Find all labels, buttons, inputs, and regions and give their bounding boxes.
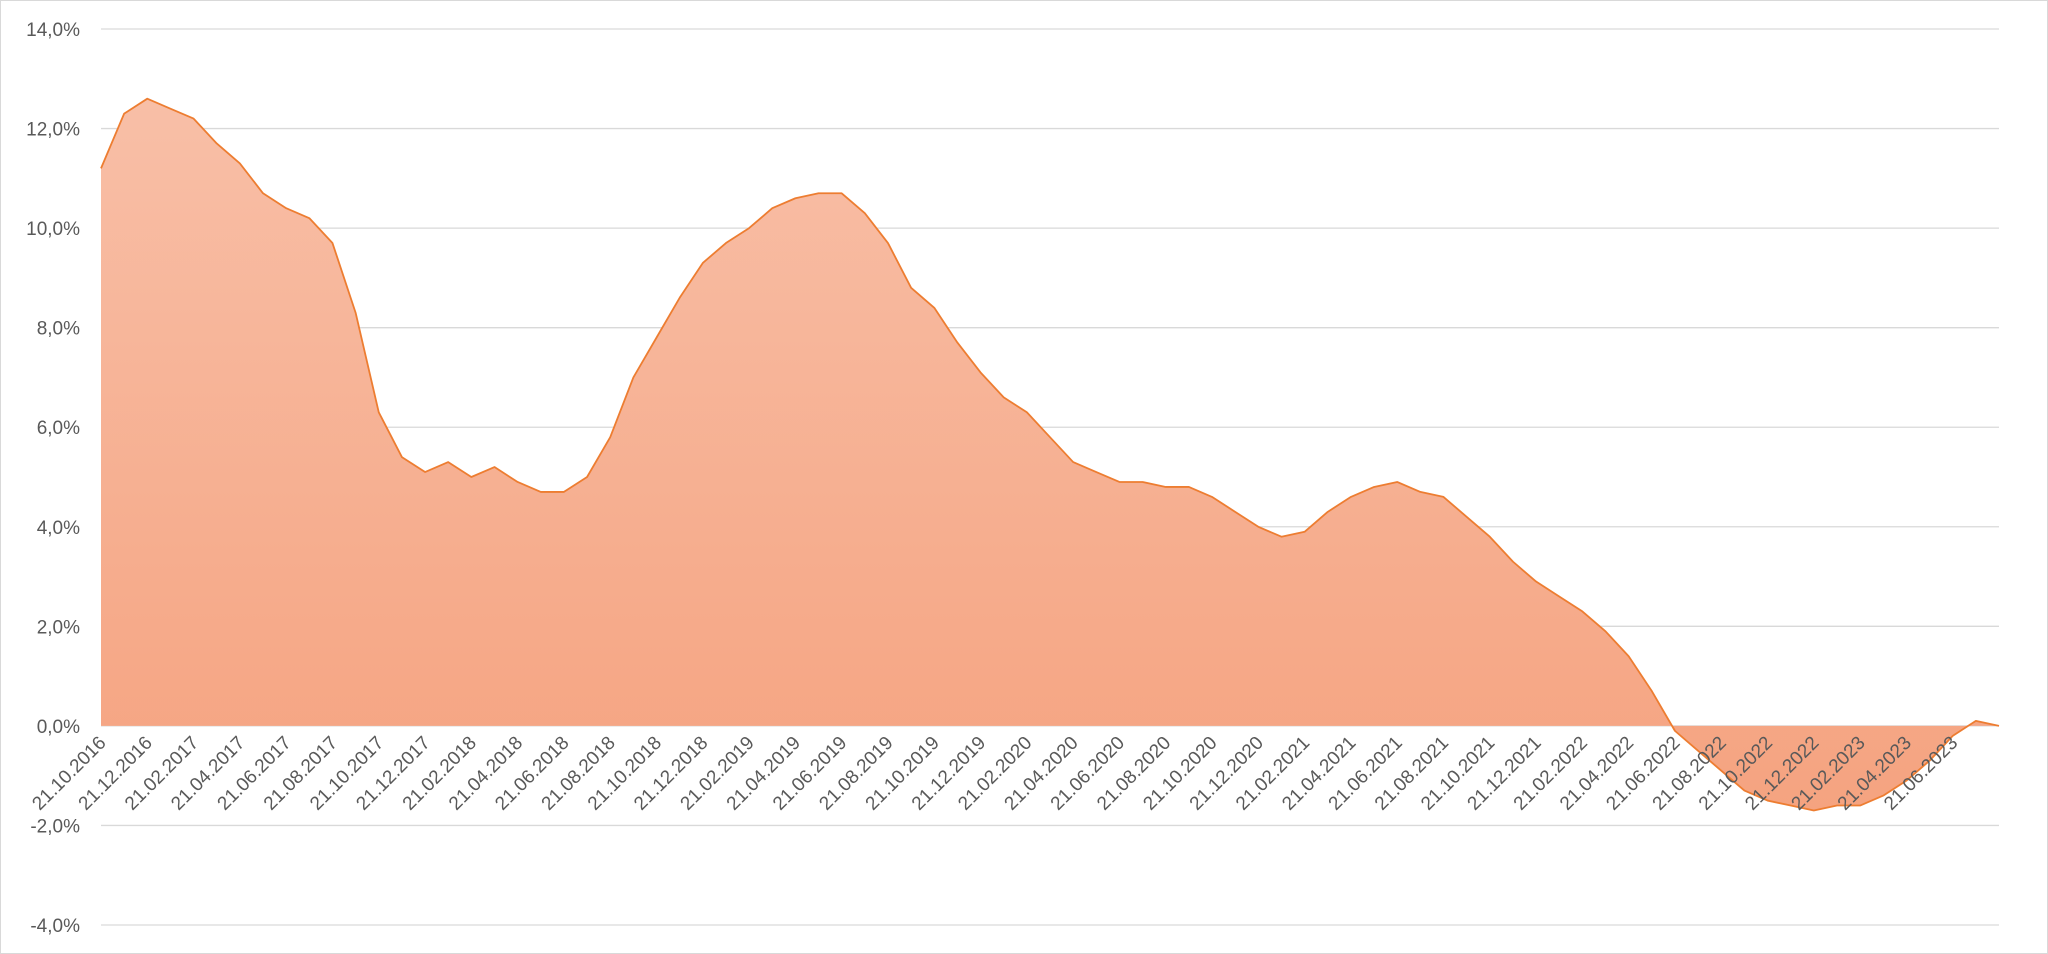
series-line — [100, 97, 2000, 812]
data-point — [469, 475, 473, 479]
data-point — [516, 480, 520, 484]
data-point — [955, 341, 959, 345]
data-point — [168, 107, 172, 111]
data-point — [1627, 654, 1631, 658]
data-point — [238, 161, 242, 165]
data-point — [863, 211, 867, 215]
y-tick-label: 14,0% — [26, 20, 80, 41]
data-point — [608, 435, 612, 439]
data-point — [192, 117, 196, 121]
data-point — [1673, 729, 1677, 733]
data-point — [631, 375, 635, 379]
data-point — [932, 306, 936, 310]
data-point — [1256, 525, 1260, 529]
data-point — [1303, 530, 1307, 534]
data-point — [747, 226, 751, 230]
data-point — [1372, 485, 1376, 489]
data-point — [1395, 480, 1399, 484]
data-point — [400, 455, 404, 459]
data-point — [1349, 495, 1353, 499]
data-point — [886, 241, 890, 245]
y-tick-label: 6,0% — [37, 418, 80, 439]
y-tick-label: -2,0% — [30, 816, 80, 837]
x-axis-ticks: 21.10.201621.12.201621.02.201721.04.2017… — [28, 733, 1962, 815]
area-fill — [101, 98, 1999, 811]
y-tick-label: 10,0% — [26, 219, 80, 240]
data-point — [99, 166, 103, 170]
data-point — [492, 465, 496, 469]
data-point — [423, 470, 427, 474]
data-point — [701, 261, 705, 265]
data-point — [770, 206, 774, 210]
data-point — [1997, 724, 2001, 728]
data-point — [1141, 480, 1145, 484]
data-point — [377, 410, 381, 414]
data-point — [1557, 594, 1561, 598]
data-point — [1742, 789, 1746, 793]
data-point — [1511, 560, 1515, 564]
data-point — [979, 370, 983, 374]
data-point — [539, 490, 543, 494]
y-tick-label: 12,0% — [26, 120, 80, 141]
data-point — [1164, 485, 1168, 489]
data-point — [215, 141, 219, 145]
data-point — [330, 241, 334, 245]
data-point — [562, 490, 566, 494]
y-axis-ticks: -4,0% -2,0% 0,0% 2,0% 4,0% 6,0% 8,0% 10,0% 12,0%… — [26, 20, 80, 937]
data-point — [1071, 460, 1075, 464]
data-point — [307, 216, 311, 220]
data-point — [145, 97, 149, 101]
data-point — [1117, 480, 1121, 484]
data-point — [1534, 580, 1538, 584]
data-point — [840, 191, 844, 195]
data-point — [1187, 485, 1191, 489]
data-point — [1604, 629, 1608, 633]
data-point — [1465, 515, 1469, 519]
series-area — [99, 97, 2001, 813]
data-point — [655, 336, 659, 340]
data-point — [1418, 490, 1422, 494]
data-point — [817, 191, 821, 195]
data-point — [1002, 395, 1006, 399]
data-point — [1048, 435, 1052, 439]
data-point — [284, 206, 288, 210]
data-point — [585, 475, 589, 479]
data-point — [1094, 470, 1098, 474]
data-point — [1812, 809, 1816, 813]
data-point — [1441, 495, 1445, 499]
data-point — [793, 196, 797, 200]
data-point — [1650, 689, 1654, 693]
data-point — [446, 460, 450, 464]
data-point — [1488, 535, 1492, 539]
data-point — [1025, 410, 1029, 414]
data-point — [122, 112, 126, 116]
y-tick-label: 2,0% — [37, 617, 80, 638]
y-tick-label: -4,0% — [30, 916, 80, 937]
data-point — [678, 296, 682, 300]
y-tick-label: 4,0% — [37, 518, 80, 539]
data-point — [1233, 510, 1237, 514]
y-tick-label: 8,0% — [37, 319, 80, 340]
data-point — [909, 286, 913, 290]
data-point — [1580, 609, 1584, 613]
data-point — [1210, 495, 1214, 499]
data-point — [724, 241, 728, 245]
data-point — [1326, 510, 1330, 514]
data-point — [354, 311, 358, 315]
data-point — [1974, 719, 1978, 723]
data-point — [261, 191, 265, 195]
y-tick-label: 0,0% — [37, 717, 80, 738]
data-point — [1279, 535, 1283, 539]
